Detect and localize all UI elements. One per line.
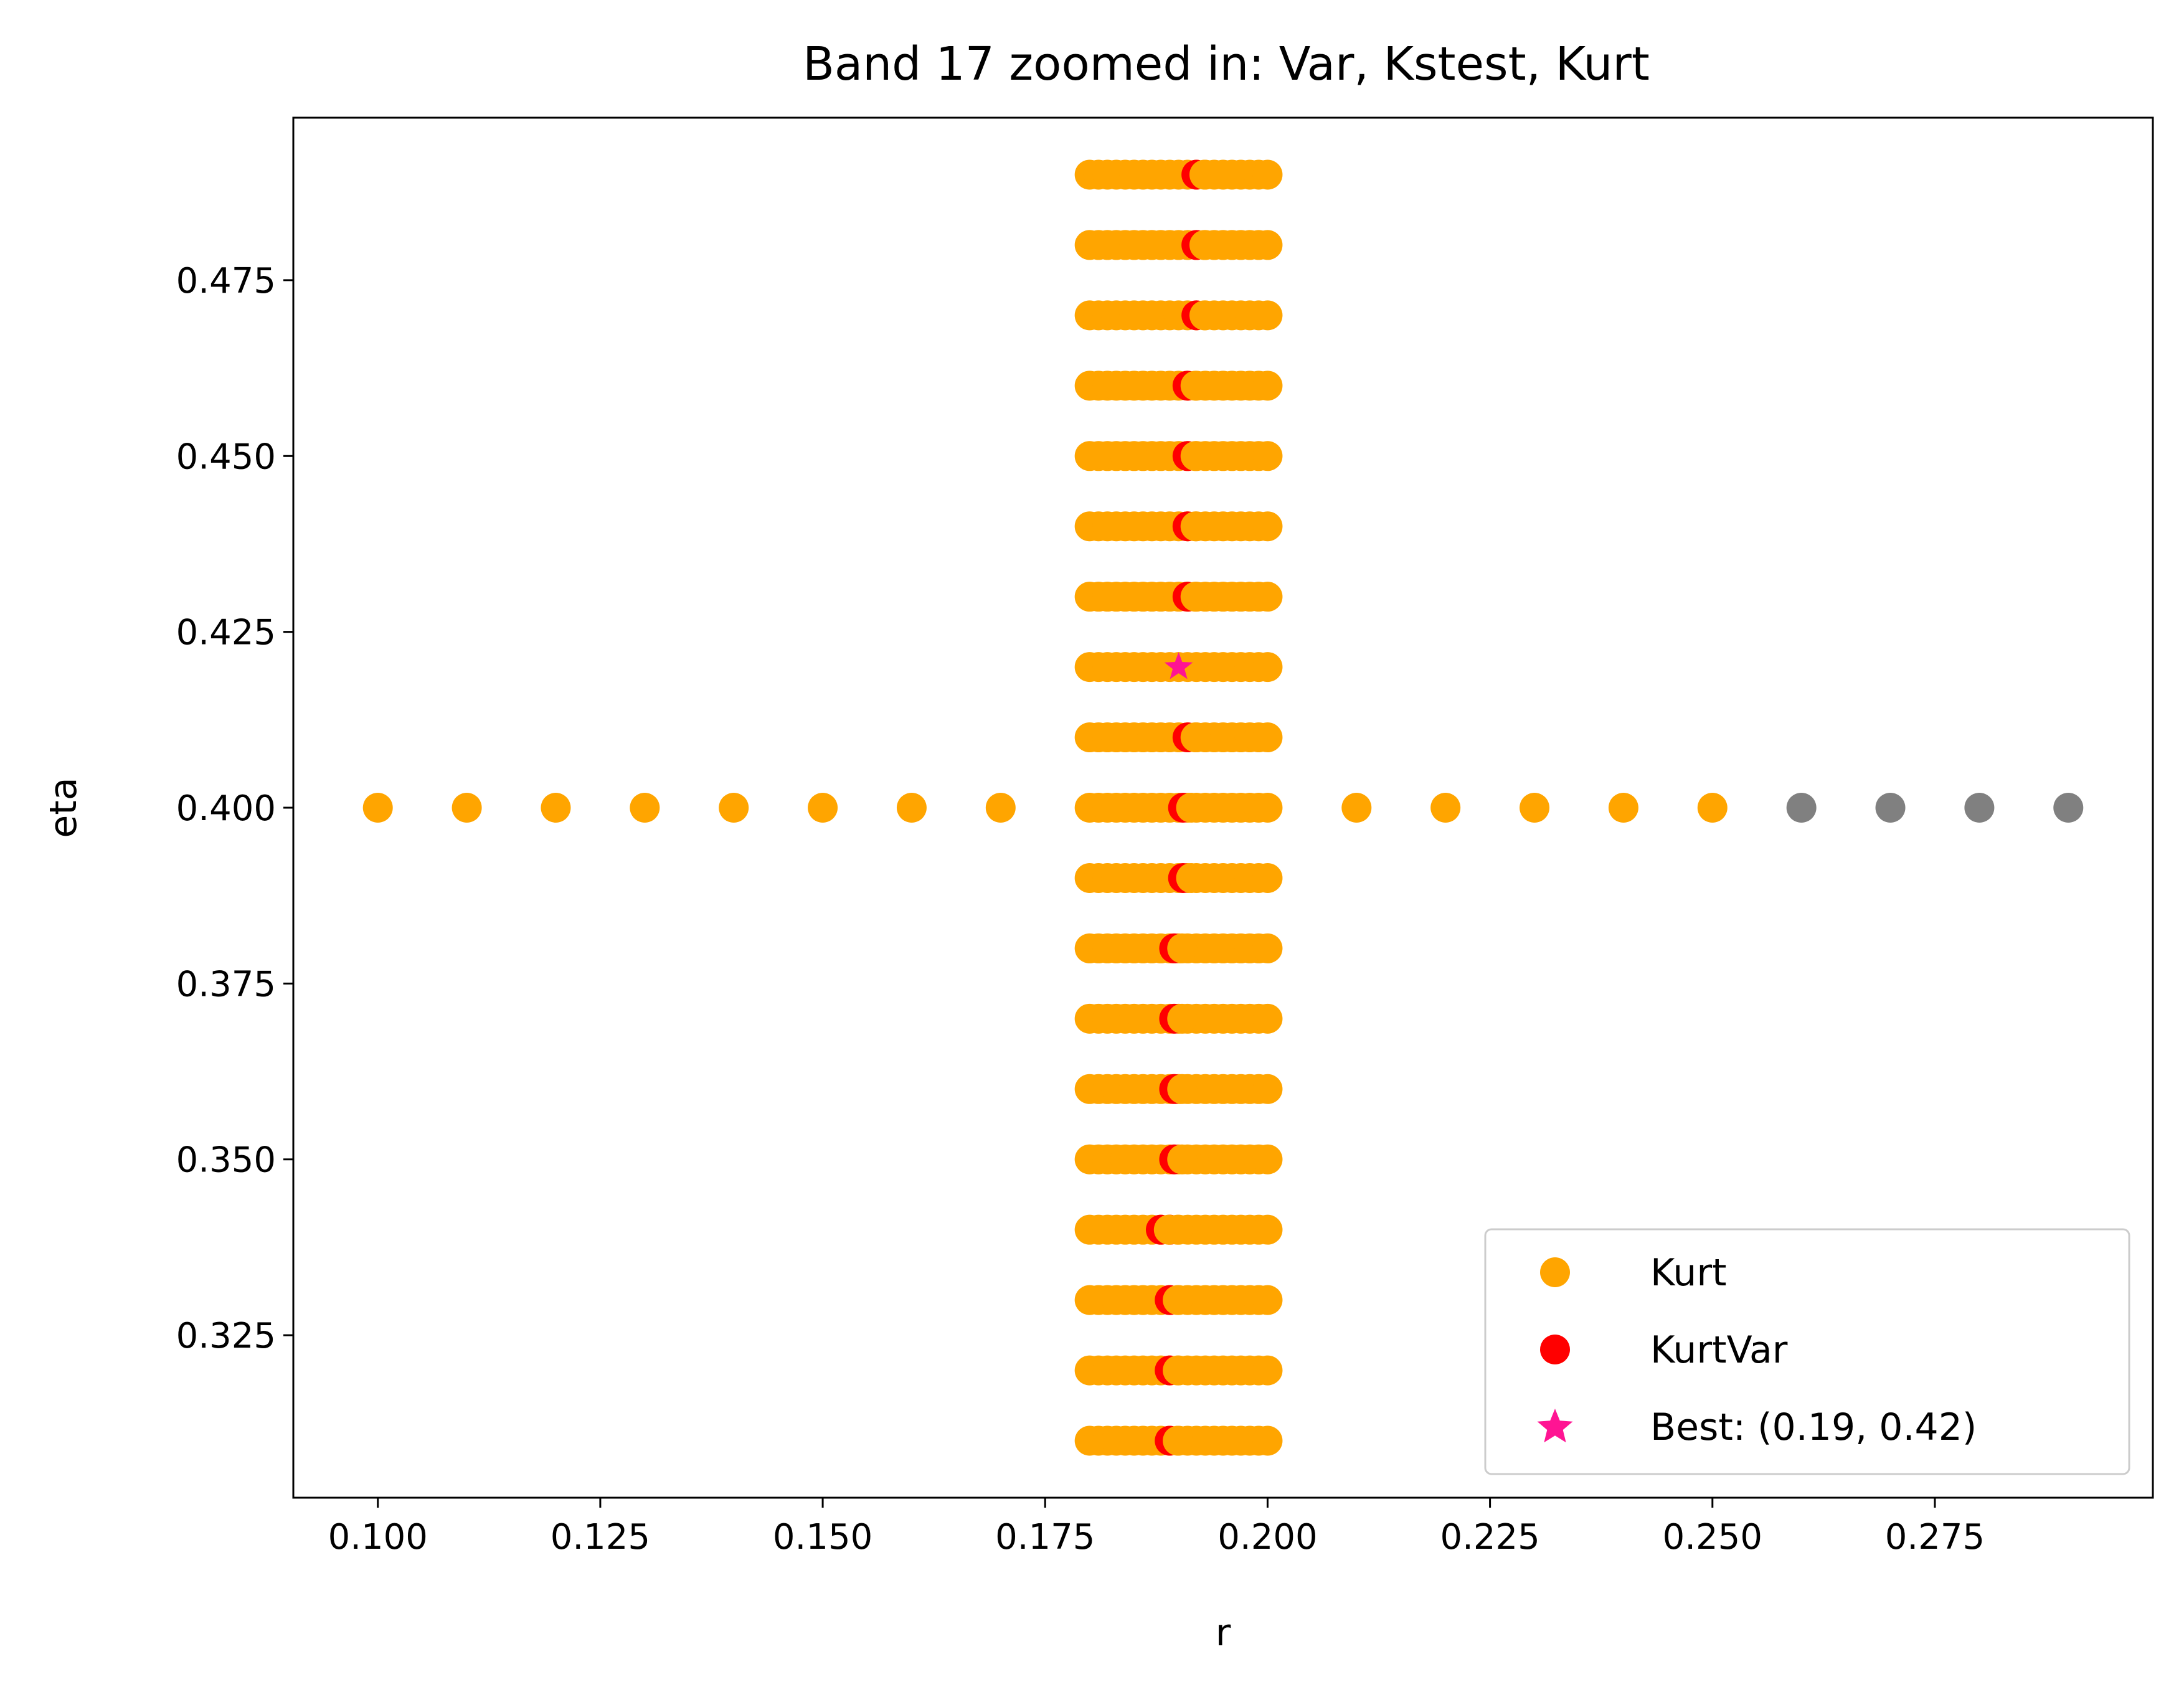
best-star-icon (1164, 652, 1193, 679)
kurt-point (896, 793, 927, 823)
kurt-point (362, 793, 393, 823)
kurt-point (1252, 300, 1283, 331)
kurt-point (1252, 441, 1283, 471)
x-tick-label: 0.150 (773, 1517, 872, 1557)
other-point (2053, 793, 2084, 823)
x-axis-label: r (1216, 1611, 1231, 1655)
y-tick-label: 0.475 (176, 261, 276, 301)
x-tick-label: 0.100 (328, 1517, 428, 1557)
legend-box (1484, 1228, 2130, 1475)
kurt-point (1167, 933, 1198, 963)
x-tick-label: 0.275 (1885, 1517, 1985, 1557)
kurt-point (1163, 1425, 1193, 1456)
y-tick-label: 0.400 (176, 788, 276, 829)
kurt-point (541, 793, 571, 823)
kurt-point (1697, 793, 1728, 823)
plot-area-frame (292, 116, 2154, 1499)
kurt-point (1252, 793, 1283, 823)
kurt-point (1252, 511, 1283, 542)
y-tick-label: 0.450 (176, 437, 276, 477)
kurt-point (1163, 1355, 1193, 1386)
kurt-point (1252, 722, 1283, 753)
kurt-point (1189, 300, 1219, 331)
legend-best-label: Best: (0.19, 0.42) (1650, 1406, 1977, 1449)
axes-layer: 0.100 0.125 0.150 0.175 0.200 0.225 0.250 0.275… (176, 261, 1985, 1557)
kurt-point (1252, 1425, 1283, 1456)
kurt-point (1163, 1285, 1193, 1315)
x-tick-label: 0.175 (995, 1517, 1095, 1557)
kurt-point (630, 793, 660, 823)
kurt-point (1167, 1144, 1198, 1174)
y-tick-label: 0.425 (176, 613, 276, 653)
kurt-point (1341, 793, 1372, 823)
y-tick-label: 0.325 (176, 1316, 276, 1356)
kurt-point (1252, 582, 1283, 612)
kurt-point (1252, 1144, 1283, 1174)
other-point (1964, 793, 1995, 823)
kurt-point (1167, 1003, 1198, 1034)
kurt-point (1252, 230, 1283, 260)
kurt-point (1180, 582, 1211, 612)
kurt-point (1252, 1074, 1283, 1104)
y-tick-label: 0.350 (176, 1140, 276, 1181)
legend-kurt-marker (1540, 1257, 1570, 1287)
y-axis-label: eta (42, 777, 85, 838)
kurt-point (1189, 230, 1219, 260)
kurt-point (1180, 511, 1211, 542)
kurt-point (1176, 793, 1206, 823)
kurt-point (808, 793, 838, 823)
kurt-point (1180, 371, 1211, 401)
kurt-point (1176, 863, 1206, 893)
y-tick-label: 0.375 (176, 964, 276, 1004)
kurt-point (1180, 722, 1211, 753)
kurt-point (1252, 863, 1283, 893)
legend-best-star-icon (1537, 1409, 1573, 1443)
kurt-point (1252, 1003, 1283, 1034)
kurt-point (1180, 441, 1211, 471)
legend-kurtvar-marker (1540, 1335, 1570, 1364)
kurt-point (1252, 371, 1283, 401)
kurt-point (1252, 1355, 1283, 1386)
kurt-point (451, 793, 482, 823)
points-layer (362, 159, 2084, 1456)
kurt-point (1430, 793, 1461, 823)
kurt-point (1189, 159, 1219, 190)
kurt-point (1520, 793, 1550, 823)
kurt-point (1252, 1285, 1283, 1315)
x-tick-label: 0.225 (1440, 1517, 1539, 1557)
x-tick-label: 0.200 (1217, 1517, 1317, 1557)
kurt-point (1252, 652, 1283, 683)
x-tick-label: 0.250 (1663, 1517, 1762, 1557)
kurt-point (1153, 1214, 1184, 1245)
legend: Kurt KurtVar Best: (0.19, 0.42) (1484, 1228, 2130, 1475)
kurt-point (1608, 793, 1638, 823)
legend-kurtvar-label: KurtVar (1650, 1328, 1788, 1372)
other-point (1786, 793, 1817, 823)
kurt-point (1167, 1074, 1198, 1104)
other-point (1875, 793, 1906, 823)
kurt-point (1252, 159, 1283, 190)
kurt-point (985, 793, 1016, 823)
kurt-point (1252, 1214, 1283, 1245)
chart-title: Band 17 zoomed in: Var, Kstest, Kurt (803, 37, 1650, 91)
kurt-point (719, 793, 749, 823)
x-tick-label: 0.125 (551, 1517, 650, 1557)
kurt-point (1252, 933, 1283, 963)
legend-kurt-label: Kurt (1650, 1251, 1727, 1295)
